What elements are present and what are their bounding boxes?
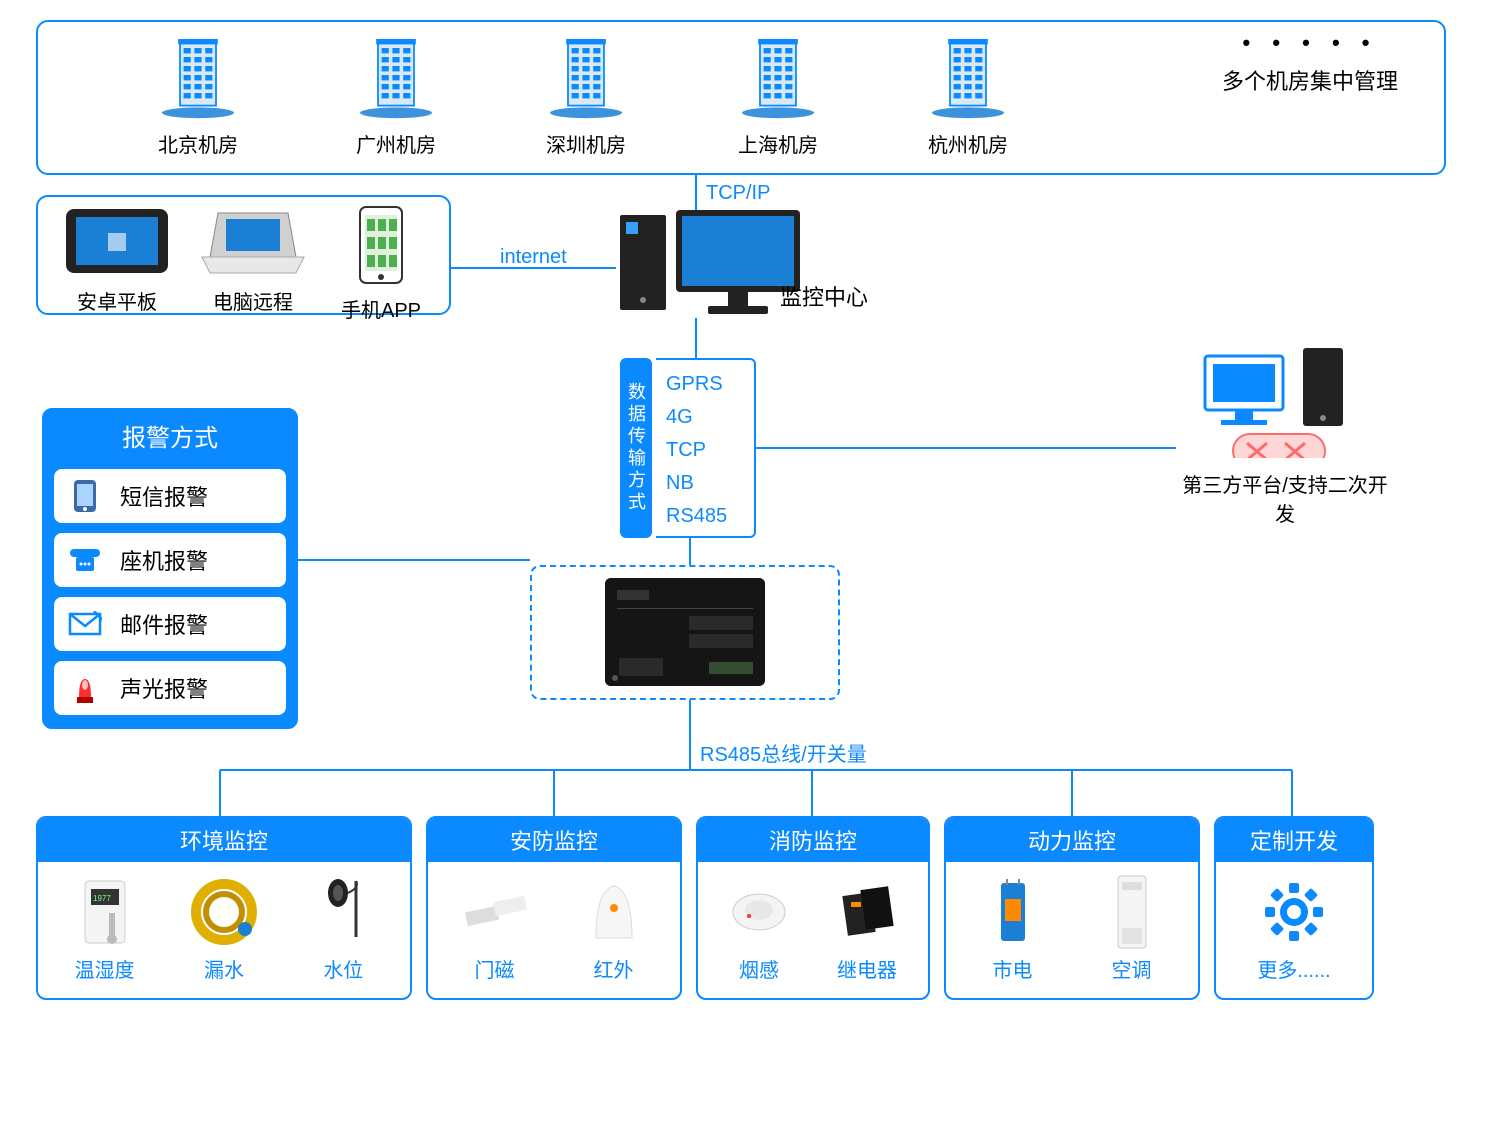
item-label: 烟感 (708, 954, 810, 983)
item-label: 水位 (287, 954, 400, 983)
item-icon (287, 876, 400, 948)
siren-icon (68, 671, 102, 705)
mail-icon (68, 607, 102, 641)
alarm-item: 短信报警 (54, 469, 286, 523)
category-item: 市电 (956, 876, 1069, 983)
item-label: 门磁 (438, 954, 551, 983)
item-icon (167, 876, 280, 948)
category-item: 烟感 (708, 876, 810, 983)
mobile-icon (68, 479, 102, 513)
client-device-0: 安卓平板 (52, 205, 182, 315)
category-title: 动力监控 (946, 818, 1198, 862)
phone-icon (68, 543, 102, 577)
alarm-title: 报警方式 (54, 410, 286, 459)
transmission-method: NB (666, 467, 744, 500)
item-icon (708, 876, 810, 948)
item-label: 继电器 (816, 954, 918, 983)
item-icon (816, 876, 918, 948)
category-item: 门磁 (438, 876, 551, 983)
building-1: 广州机房 (326, 30, 466, 158)
category-item: 水位 (287, 876, 400, 983)
client-device-2: 手机APP (326, 205, 436, 323)
item-icon (956, 876, 1069, 948)
alarm-item-label: 邮件报警 (120, 608, 208, 640)
third-party-icon (1185, 348, 1385, 458)
device-label: 手机APP (326, 294, 436, 323)
building-label: 杭州机房 (898, 129, 1038, 158)
svg-text:1977: 1977 (93, 894, 111, 903)
building-2: 深圳机房 (516, 30, 656, 158)
dots-icon: • • • • • (1180, 30, 1440, 56)
alarm-item-label: 声光报警 (120, 672, 208, 704)
item-icon (1075, 876, 1188, 948)
building-label: 上海机房 (708, 129, 848, 158)
item-icon (557, 876, 670, 948)
device-icon (188, 205, 318, 282)
more-rooms: • • • • • 多个机房集中管理 (1180, 30, 1440, 96)
transmission-method: GPRS (666, 368, 744, 401)
transmission-method: RS485 (666, 500, 744, 533)
transmission-title: 数据传输方式 (620, 358, 652, 538)
third-party-label: 第三方平台/支持二次开发 (1180, 469, 1390, 527)
central-device-icon (605, 578, 765, 686)
building-0: 北京机房 (128, 30, 268, 158)
item-label: 更多...... (1226, 954, 1362, 983)
transmission-method: TCP (666, 434, 744, 467)
alarm-item-label: 座机报警 (120, 544, 208, 576)
edge-tcpip: TCP/IP (706, 182, 770, 205)
alarm-box: 报警方式 短信报警座机报警邮件报警声光报警 (42, 408, 298, 729)
category-box: 安防监控 门磁 红外 (426, 816, 682, 1000)
device-label: 电脑远程 (188, 286, 318, 315)
edge-internet: internet (500, 246, 567, 269)
item-label: 市电 (956, 954, 1069, 983)
category-box: 环境监控 1977 温湿度 漏水 水位 (36, 816, 412, 1000)
client-device-1: 电脑远程 (188, 205, 318, 315)
building-label: 深圳机房 (516, 129, 656, 158)
transmission-method: 4G (666, 401, 744, 434)
device-icon (326, 205, 436, 290)
category-item: 1977 温湿度 (48, 876, 161, 983)
monitoring-center-label: 监控中心 (780, 280, 868, 312)
building-3: 上海机房 (708, 30, 848, 158)
third-party: 第三方平台/支持二次开发 (1180, 348, 1390, 527)
building-label: 广州机房 (326, 129, 466, 158)
item-label: 空调 (1075, 954, 1188, 983)
device-icon (52, 205, 182, 282)
building-4: 杭州机房 (898, 30, 1038, 158)
item-label: 温湿度 (48, 954, 161, 983)
category-item: 继电器 (816, 876, 918, 983)
transmission-methods: GPRS4GTCPNBRS485 (656, 358, 756, 538)
alarm-item: 邮件报警 (54, 597, 286, 651)
category-item: 漏水 (167, 876, 280, 983)
device-label: 安卓平板 (52, 286, 182, 315)
item-icon (438, 876, 551, 948)
category-item: 红外 (557, 876, 670, 983)
alarm-item: 座机报警 (54, 533, 286, 587)
alarm-item-label: 短信报警 (120, 480, 208, 512)
category-title: 安防监控 (428, 818, 680, 862)
category-item: 更多...... (1226, 876, 1362, 983)
more-rooms-label: 多个机房集中管理 (1180, 64, 1440, 96)
item-label: 红外 (557, 954, 670, 983)
item-icon (1226, 876, 1362, 948)
item-label: 漏水 (167, 954, 280, 983)
category-box: 动力监控 市电 空调 (944, 816, 1200, 1000)
category-box: 定制开发 更多...... (1214, 816, 1374, 1000)
category-box: 消防监控 烟感 继电器 (696, 816, 930, 1000)
edge-rs485: RS485总线/开关量 (700, 738, 867, 767)
item-icon: 1977 (48, 876, 161, 948)
building-label: 北京机房 (128, 129, 268, 158)
category-title: 定制开发 (1216, 818, 1372, 862)
alarm-item: 声光报警 (54, 661, 286, 715)
category-item: 空调 (1075, 876, 1188, 983)
category-title: 环境监控 (38, 818, 410, 862)
category-title: 消防监控 (698, 818, 928, 862)
client-devices-box: 安卓平板电脑远程手机APP (36, 195, 451, 315)
